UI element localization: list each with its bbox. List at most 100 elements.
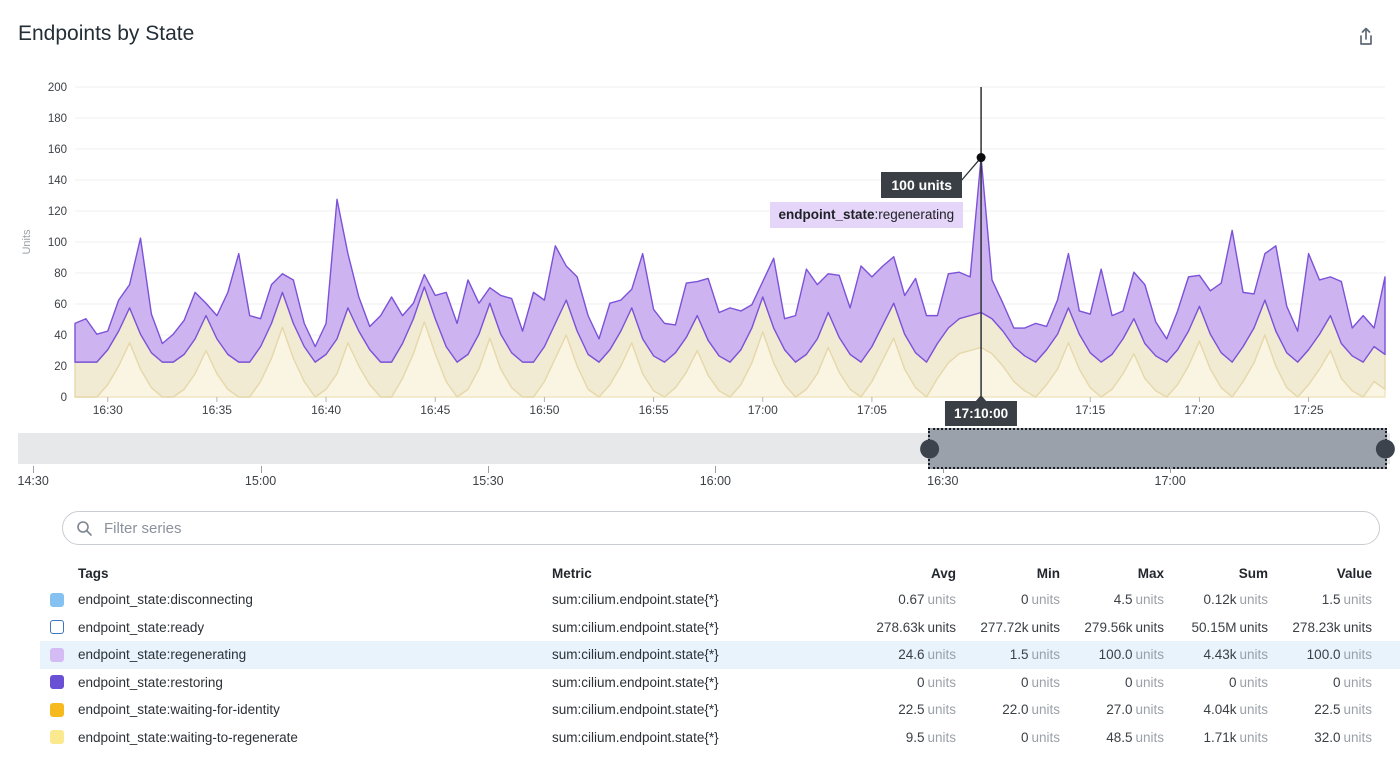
svg-text:Units: Units xyxy=(21,229,33,255)
header-sum: Sum xyxy=(1238,565,1268,581)
series-tag: endpoint_state:disconnecting xyxy=(78,592,253,608)
svg-text:100: 100 xyxy=(48,237,67,249)
header-max: Max xyxy=(1137,565,1164,581)
series-avg: 22.5 units xyxy=(898,702,956,718)
filter-series-box[interactable] xyxy=(62,511,1380,545)
table-row[interactable]: endpoint_state:disconnecting sum:cilium.… xyxy=(40,586,1400,614)
export-share-button[interactable] xyxy=(1354,26,1378,50)
svg-text:80: 80 xyxy=(54,268,67,280)
header-avg: Avg xyxy=(930,565,956,581)
series-color-swatch[interactable] xyxy=(50,620,64,635)
svg-text:20: 20 xyxy=(54,361,67,373)
series-sum: 4.43k units xyxy=(1203,647,1268,663)
series-value: 1.5 units xyxy=(1321,592,1372,608)
svg-text:17:25: 17:25 xyxy=(1294,403,1324,417)
share-export-icon xyxy=(1360,27,1372,45)
svg-text:17:15: 17:15 xyxy=(1075,403,1105,417)
svg-text:16:55: 16:55 xyxy=(639,403,669,417)
series-min: 0 units xyxy=(1020,674,1060,690)
filter-series-input[interactable] xyxy=(102,518,1366,538)
svg-text:160: 160 xyxy=(48,144,67,156)
svg-text:200: 200 xyxy=(48,82,67,94)
time-brush-selection[interactable] xyxy=(919,428,1396,469)
series-metric: sum:cilium.endpoint.state{*} xyxy=(552,729,719,745)
series-min: 0 units xyxy=(1020,729,1060,745)
svg-text:40: 40 xyxy=(54,330,67,342)
brush-axis-label: 16:30 xyxy=(927,474,959,488)
series-metric: sum:cilium.endpoint.state{*} xyxy=(552,702,719,718)
header-value: Value xyxy=(1336,565,1372,581)
svg-text:16:50: 16:50 xyxy=(529,403,559,417)
crosshair-time-pointer xyxy=(975,395,988,402)
series-tag: endpoint_state:restoring xyxy=(78,674,223,690)
series-max: 100.0 units xyxy=(1098,647,1164,663)
series-max: 27.0 units xyxy=(1106,702,1164,718)
svg-text:16:35: 16:35 xyxy=(202,403,232,417)
series-min: 0 units xyxy=(1020,592,1060,608)
svg-text:16:45: 16:45 xyxy=(420,403,450,417)
table-row[interactable]: endpoint_state:regenerating sum:cilium.e… xyxy=(40,641,1400,669)
svg-text:140: 140 xyxy=(48,175,67,187)
series-tag: endpoint_state:ready xyxy=(78,619,205,635)
series-avg: 278.63k units xyxy=(876,619,956,635)
series-avg: 24.6 units xyxy=(898,647,956,663)
brush-axis-label: 17:00 xyxy=(1154,474,1186,488)
series-color-swatch[interactable] xyxy=(50,702,64,717)
table-row[interactable]: endpoint_state:ready sum:cilium.endpoint… xyxy=(40,614,1400,642)
table-row[interactable]: endpoint_state:waiting-to-regenerate sum… xyxy=(40,724,1400,752)
tooltip-value: 100 units xyxy=(881,172,963,198)
svg-text:120: 120 xyxy=(48,206,67,218)
series-max: 279.56k units xyxy=(1084,619,1164,635)
svg-text:16:30: 16:30 xyxy=(93,403,123,417)
series-sum: 1.71k units xyxy=(1203,729,1268,745)
series-tag: endpoint_state:waiting-to-regenerate xyxy=(78,729,298,745)
time-brush-track[interactable] xyxy=(18,428,1396,469)
series-metric: sum:cilium.endpoint.state{*} xyxy=(552,647,719,663)
series-color-swatch[interactable] xyxy=(50,592,64,607)
search-icon xyxy=(77,520,92,536)
crosshair-time-label: 17:10:00 xyxy=(945,401,1018,426)
series-sum: 4.04k units xyxy=(1203,702,1268,718)
header-tags: Tags xyxy=(78,565,109,581)
series-max: 48.5 units xyxy=(1106,729,1164,745)
series-metric: sum:cilium.endpoint.state{*} xyxy=(552,674,719,690)
timeseries-chart[interactable]: 0 20 40 60 80 100 120 140 160 180 200 Units 16:30 16:… xyxy=(0,0,1400,432)
series-value: 32.0 units xyxy=(1314,729,1372,745)
series-min: 277.72k units xyxy=(980,619,1060,635)
header-min: Min xyxy=(1036,565,1060,581)
series-metric: sum:cilium.endpoint.state{*} xyxy=(552,619,719,635)
table-row[interactable]: endpoint_state:restoring sum:cilium.endp… xyxy=(40,669,1400,697)
svg-text:180: 180 xyxy=(48,113,67,125)
table-row[interactable]: endpoint_state:waiting-for-identity sum:… xyxy=(40,696,1400,724)
svg-text:0: 0 xyxy=(61,392,67,404)
series-tag: endpoint_state:waiting-for-identity xyxy=(78,702,280,718)
brush-handle-right[interactable] xyxy=(1376,439,1396,458)
series-metric: sum:cilium.endpoint.state{*} xyxy=(552,592,719,608)
tooltip-series-tag-key: endpoint_state xyxy=(778,207,875,222)
series-max: 4.5 units xyxy=(1113,592,1164,608)
svg-text:17:00: 17:00 xyxy=(748,403,778,417)
brush-handle-left[interactable] xyxy=(919,439,939,458)
series-value: 278.23k units xyxy=(1292,619,1372,635)
series-sum: 50.15M units xyxy=(1191,619,1268,635)
series-min: 1.5 units xyxy=(1009,647,1060,663)
series-value: 22.5 units xyxy=(1314,702,1372,718)
page-title: Endpoints by State xyxy=(18,22,195,45)
series-min: 22.0 units xyxy=(1002,702,1060,718)
series-color-swatch[interactable] xyxy=(50,647,64,662)
series-value: 0 units xyxy=(1332,674,1372,690)
svg-text:60: 60 xyxy=(54,299,67,311)
series-avg: 0 units xyxy=(916,674,956,690)
series-max: 0 units xyxy=(1124,674,1164,690)
series-avg: 0.67 units xyxy=(898,592,956,608)
series-color-swatch[interactable] xyxy=(50,730,64,745)
series-avg: 9.5 units xyxy=(905,729,956,745)
series-color-swatch[interactable] xyxy=(50,675,64,690)
brush-axis-label: 15:30 xyxy=(472,474,504,488)
brush-axis-label: 14:30 xyxy=(17,474,49,488)
svg-text:17:20: 17:20 xyxy=(1184,403,1214,417)
series-value: 100.0 units xyxy=(1306,647,1372,663)
series-table-header: Tags Metric Avg Min Max Sum Value xyxy=(40,560,1400,586)
series-tag: endpoint_state:regenerating xyxy=(78,647,247,663)
brush-axis-label: 15:00 xyxy=(244,474,277,488)
